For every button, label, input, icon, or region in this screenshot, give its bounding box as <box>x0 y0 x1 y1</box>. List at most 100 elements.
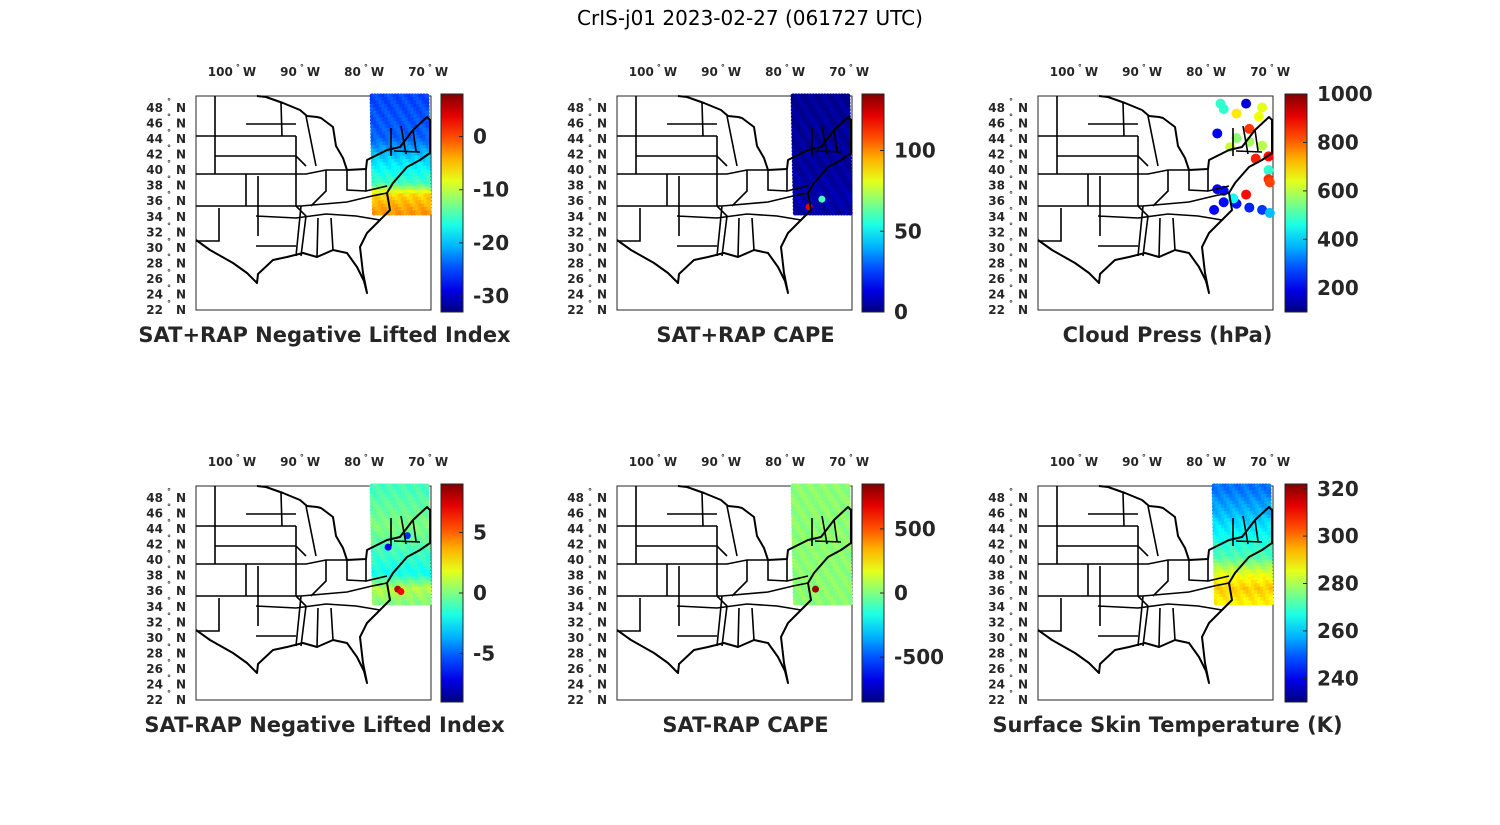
lon-tick-label: 80 <box>765 65 782 79</box>
colorbar-tick-label: 320 <box>1317 477 1359 501</box>
degree-symbol: ° <box>167 190 171 199</box>
degree-symbol: ° <box>167 549 171 558</box>
data-point <box>1263 165 1274 176</box>
lat-hemi-label: N <box>176 179 186 193</box>
degree-symbol: ° <box>236 63 240 72</box>
lat-hemi-label: N <box>1018 194 1028 208</box>
lat-tick-label: 32 <box>567 615 584 629</box>
lat-hemi-label: N <box>176 631 186 645</box>
lon-hemi-label: W <box>435 455 448 469</box>
lat-tick-label: 32 <box>567 225 584 239</box>
coastline <box>195 485 431 684</box>
degree-symbol: ° <box>1009 503 1013 512</box>
degree-symbol: ° <box>1009 159 1013 168</box>
degree-symbol: ° <box>849 453 853 462</box>
colorbar-tick-label: 800 <box>1317 130 1359 154</box>
data-point <box>1231 108 1242 119</box>
lat-tick-label: 26 <box>988 272 1005 286</box>
lon-tick-label: 80 <box>344 455 361 469</box>
lon-tick-label: 100 <box>1050 65 1075 79</box>
degree-symbol: ° <box>167 518 171 527</box>
colorbar-tick-label: 0 <box>473 125 487 149</box>
lat-tick-label: 44 <box>567 522 584 536</box>
degree-symbol: ° <box>1142 453 1146 462</box>
degree-symbol: ° <box>1009 518 1013 527</box>
lat-tick-label: 46 <box>567 117 584 131</box>
lat-tick-label: 48 <box>567 491 584 505</box>
coastline <box>616 485 852 684</box>
lon-tick-label: 100 <box>629 455 654 469</box>
degree-symbol: ° <box>428 453 432 462</box>
degree-symbol: ° <box>167 658 171 667</box>
lat-hemi-label: N <box>176 507 186 521</box>
lat-hemi-label: N <box>1018 303 1028 317</box>
degree-symbol: ° <box>167 128 171 137</box>
lat-hemi-label: N <box>597 163 607 177</box>
colorbar-tick-label: 0 <box>894 581 908 605</box>
lat-hemi-label: N <box>1018 507 1028 521</box>
degree-symbol: ° <box>588 627 592 636</box>
lat-tick-label: 22 <box>146 693 163 707</box>
swath-pixel <box>426 210 432 216</box>
lat-tick-label: 30 <box>988 241 1005 255</box>
lat-tick-label: 26 <box>988 662 1005 676</box>
lon-hemi-label: W <box>1085 65 1098 79</box>
lat-tick-label: 42 <box>988 148 1005 162</box>
degree-symbol: ° <box>1009 190 1013 199</box>
lat-hemi-label: N <box>176 101 186 115</box>
lat-tick-label: 32 <box>988 225 1005 239</box>
lat-hemi-label: N <box>597 693 607 707</box>
lat-hemi-label: N <box>597 615 607 629</box>
state-borders <box>1038 96 1263 258</box>
lat-tick-label: 38 <box>567 569 584 583</box>
lat-hemi-label: N <box>176 210 186 224</box>
lon-hemi-label: W <box>1149 455 1162 469</box>
degree-symbol: ° <box>1009 534 1013 543</box>
colorbar-tick-label: -5 <box>473 642 495 666</box>
lat-hemi-label: N <box>597 179 607 193</box>
lat-tick-label: 22 <box>146 303 163 317</box>
degree-symbol: ° <box>721 63 725 72</box>
degree-symbol: ° <box>167 221 171 230</box>
degree-symbol: ° <box>167 627 171 636</box>
lat-hemi-label: N <box>1018 210 1028 224</box>
lat-hemi-label: N <box>1018 101 1028 115</box>
degree-symbol: ° <box>657 63 661 72</box>
lat-tick-label: 42 <box>567 538 584 552</box>
data-point <box>397 587 405 595</box>
degree-symbol: ° <box>1009 580 1013 589</box>
degree-symbol: ° <box>1142 63 1146 72</box>
degree-symbol: ° <box>1009 549 1013 558</box>
lat-tick-label: 34 <box>988 600 1005 614</box>
lat-hemi-label: N <box>1018 600 1028 614</box>
degree-symbol: ° <box>1009 658 1013 667</box>
lat-hemi-label: N <box>176 522 186 536</box>
degree-symbol: ° <box>167 97 171 106</box>
lat-hemi-label: N <box>176 646 186 660</box>
panel-title: SAT+RAP Negative Lifted Index <box>138 323 511 347</box>
degree-symbol: ° <box>588 299 592 308</box>
colorbar-tick-label: 300 <box>1317 524 1359 548</box>
lat-tick-label: 44 <box>146 132 163 146</box>
lat-tick-label: 24 <box>146 677 163 691</box>
lat-tick-label: 40 <box>988 163 1005 177</box>
lon-tick-label: 70 <box>408 455 425 469</box>
lat-hemi-label: N <box>597 241 607 255</box>
colorbar-tick-label: -10 <box>473 178 509 202</box>
lon-tick-label: 70 <box>1250 65 1267 79</box>
lat-hemi-label: N <box>597 569 607 583</box>
lon-tick-label: 100 <box>629 65 654 79</box>
coastline <box>616 95 852 294</box>
degree-symbol: ° <box>167 113 171 122</box>
lat-hemi-label: N <box>1018 132 1028 146</box>
degree-symbol: ° <box>588 175 592 184</box>
lat-hemi-label: N <box>1018 272 1028 286</box>
data-point <box>1244 202 1255 213</box>
degree-symbol: ° <box>588 596 592 605</box>
degree-symbol: ° <box>1009 299 1013 308</box>
degree-symbol: ° <box>167 299 171 308</box>
degree-symbol: ° <box>588 237 592 246</box>
figure-title: CrIS-j01 2023-02-27 (061727 UTC) <box>577 6 923 30</box>
degree-symbol: ° <box>588 549 592 558</box>
lon-hemi-label: W <box>728 455 741 469</box>
